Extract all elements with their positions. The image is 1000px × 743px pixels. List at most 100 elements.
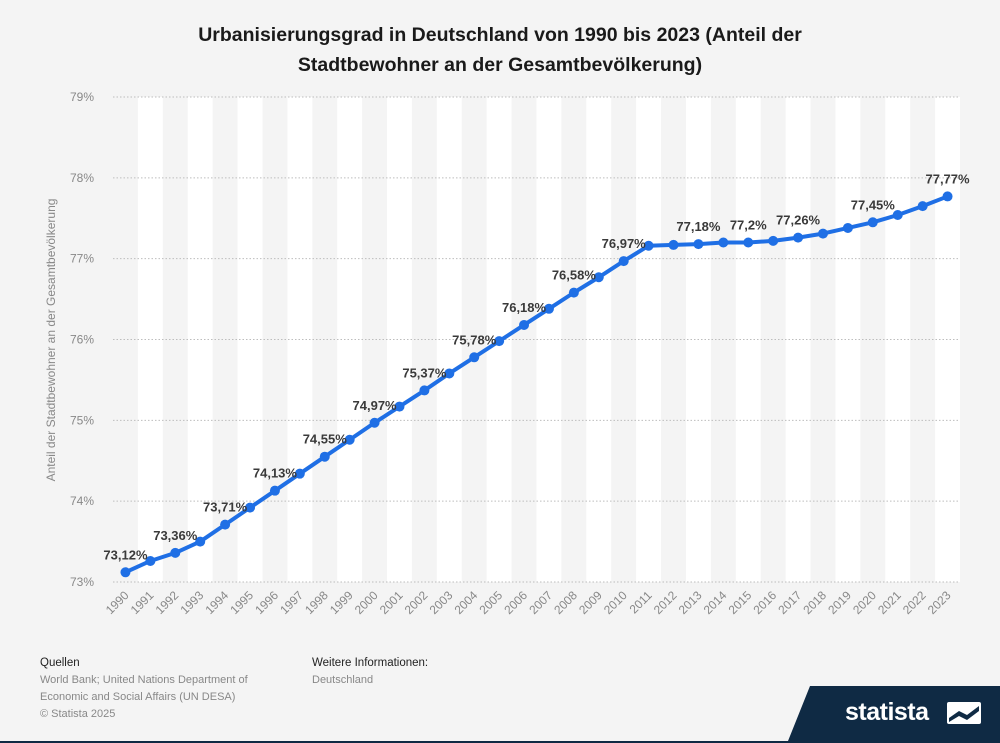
info-block: Weitere Informationen: Deutschland (312, 655, 428, 689)
x-axis-ticks: 1990199119921993199419951996199719981999… (103, 588, 954, 617)
x-tick-label: 2009 (576, 588, 605, 617)
y-tick-label: 74% (70, 494, 94, 508)
data-point[interactable] (494, 336, 505, 347)
sources-block: Quellen World Bank; United Nations Depar… (40, 655, 248, 723)
data-point[interactable] (419, 385, 430, 396)
x-tick-label: 2000 (352, 588, 381, 617)
y-tick-label: 76% (70, 333, 94, 347)
x-tick-label: 1992 (153, 588, 182, 617)
sources-heading: Quellen (40, 657, 80, 669)
data-point[interactable] (220, 519, 231, 530)
data-point[interactable] (543, 303, 554, 314)
chart-title-line-2: Stadtbewohner an der Gesamtbevölkerung) (297, 54, 703, 76)
data-label: 77,77% (925, 171, 970, 186)
data-point[interactable] (120, 567, 131, 578)
data-point[interactable] (369, 417, 380, 428)
data-point[interactable] (892, 210, 903, 221)
data-point[interactable] (568, 287, 579, 298)
x-tick-label: 2021 (875, 588, 904, 617)
data-label: 73,71% (203, 500, 248, 515)
x-tick-label: 1990 (103, 588, 132, 617)
y-tick-label: 77% (70, 252, 94, 266)
data-labels: 73,12% 73,36% 73,71% 74,13% 74,55% 74,97% 75,3… (103, 171, 970, 562)
line-chart: 73%74%75%76%77%78%79% 199019911992199319… (44, 90, 970, 617)
data-point[interactable] (618, 256, 629, 267)
chart-title: Urbanisierungsgrad in Deutschland von 19… (120, 20, 880, 80)
y-tick-label: 73% (70, 575, 94, 589)
data-point[interactable] (269, 485, 280, 496)
data-label: 76,58% (552, 268, 597, 283)
x-tick-label: 2008 (551, 588, 580, 617)
x-tick-label: 1995 (227, 588, 256, 617)
data-point[interactable] (693, 239, 704, 250)
data-point[interactable] (867, 217, 878, 228)
column-band (835, 97, 861, 582)
data-point[interactable] (643, 240, 654, 251)
data-point[interactable] (519, 319, 530, 330)
x-tick-label: 2012 (651, 588, 680, 617)
data-point[interactable] (145, 555, 156, 566)
gridlines (113, 96, 960, 583)
info-link[interactable]: Deutschland (312, 674, 374, 686)
data-point[interactable] (444, 368, 455, 379)
data-point[interactable] (294, 468, 305, 479)
data-label: 73,12% (103, 547, 148, 562)
x-tick-label: 2016 (751, 588, 780, 617)
series-urbanisierungsgrad (120, 191, 953, 578)
data-label: 77,26% (776, 213, 821, 228)
data-label: 77,18% (676, 219, 721, 234)
x-tick-label: 2006 (501, 588, 530, 617)
info-heading: Weitere Informationen: (312, 657, 429, 669)
x-tick-label: 2018 (800, 588, 829, 617)
data-point[interactable] (469, 352, 480, 363)
x-tick-label: 1997 (277, 588, 306, 617)
x-tick-label: 1999 (327, 588, 356, 617)
data-point[interactable] (793, 232, 804, 243)
x-tick-label: 1996 (252, 588, 281, 617)
data-point[interactable] (942, 191, 953, 202)
statista-wordmark: statista (845, 698, 929, 726)
y-tick-label: 75% (70, 413, 94, 427)
y-tick-label: 78% (70, 171, 94, 185)
data-point[interactable] (743, 237, 754, 248)
y-axis-title: Anteil der Stadtbewohner an der Gesamtbe… (44, 199, 58, 482)
x-tick-label: 2022 (900, 588, 929, 617)
data-point[interactable] (668, 239, 679, 250)
x-tick-label: 2005 (476, 588, 505, 617)
x-tick-label: 1994 (202, 588, 231, 617)
data-label: 75,37% (402, 365, 447, 380)
data-point[interactable] (842, 222, 853, 233)
x-tick-label: 1993 (178, 588, 207, 617)
x-tick-label: 1991 (128, 588, 157, 617)
x-tick-label: 1998 (302, 588, 331, 617)
sources-line-2: Economic and Social Affairs (UN DESA) (40, 691, 236, 703)
data-point[interactable] (593, 272, 604, 283)
x-tick-label: 2015 (726, 588, 755, 617)
data-label: 74,97% (353, 398, 398, 413)
data-point[interactable] (170, 547, 181, 558)
data-point[interactable] (394, 401, 405, 412)
copyright: © Statista 2025 (40, 708, 116, 720)
data-label: 74,55% (303, 432, 348, 447)
statista-logo[interactable]: statista (788, 686, 1000, 741)
data-point[interactable] (245, 502, 256, 513)
series-line (123, 194, 950, 575)
x-tick-label: 2003 (427, 588, 456, 617)
column-band (935, 97, 960, 582)
data-point[interactable] (319, 451, 330, 462)
y-tick-label: 79% (70, 90, 94, 104)
data-point[interactable] (344, 434, 355, 445)
x-tick-label: 2020 (850, 588, 879, 617)
data-label: 75,78% (452, 332, 497, 347)
data-label: 73,36% (153, 528, 198, 543)
bottom-border (0, 741, 1000, 743)
x-tick-label: 2004 (452, 588, 481, 617)
x-tick-label: 2023 (925, 588, 954, 617)
x-tick-label: 2001 (377, 588, 406, 617)
data-point[interactable] (718, 237, 729, 248)
data-point[interactable] (817, 228, 828, 239)
data-point[interactable] (768, 235, 779, 246)
data-label: 76,18% (502, 300, 547, 315)
data-point[interactable] (917, 201, 928, 212)
data-point[interactable] (195, 536, 206, 547)
